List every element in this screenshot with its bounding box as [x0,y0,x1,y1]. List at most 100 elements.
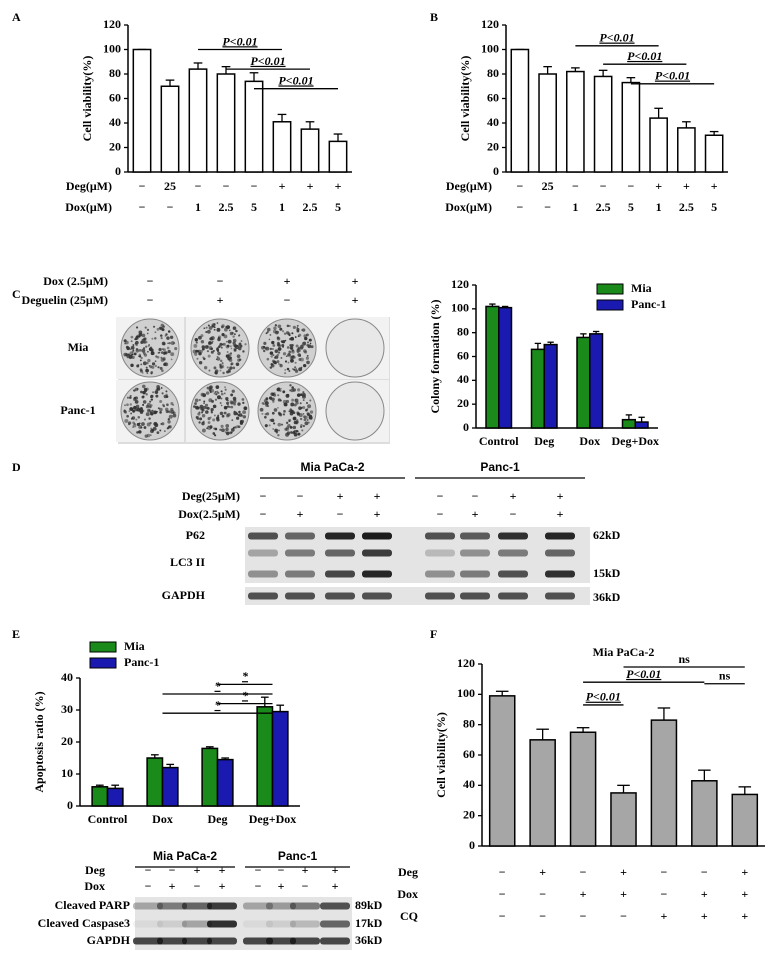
condition-value: − [516,200,523,214]
colony [151,337,154,340]
blot-band [157,937,187,945]
colony [272,360,277,364]
blot-band [285,532,315,540]
colony [210,411,214,414]
blot-band [362,549,392,557]
colony [163,362,167,367]
colony [161,369,164,372]
colony [217,416,220,419]
y-tick-label: 0 [115,164,121,178]
condition-label: CQ [400,909,418,923]
condition-value: + [580,887,587,901]
colony [210,407,214,412]
colony [272,400,275,403]
blot-band [545,549,575,557]
condition-value: − [580,865,587,879]
colony [166,346,170,350]
blot-band [362,592,392,600]
colony [195,341,198,344]
colony [136,422,140,426]
bar [300,128,320,173]
condition-label: Dox (2.5μM) [43,274,108,288]
colony [301,394,306,399]
colony [145,393,148,396]
colony [149,421,152,425]
colony [153,410,158,415]
condition-value: + [741,887,748,901]
colony [269,333,272,336]
bar [593,75,613,173]
blot-band [325,549,355,557]
legend-label: Mia [124,639,145,653]
x-tick-label: Control [88,812,128,826]
colony [167,330,171,333]
blot-band [498,592,528,600]
colony [302,399,305,401]
blot-band [320,920,350,928]
bar [510,48,530,173]
colony [216,322,219,324]
colony [154,364,158,368]
colony [226,366,229,369]
condition-label: Deg [85,863,105,877]
colony [306,419,309,421]
condition-value: + [284,274,291,288]
bar [529,739,556,847]
colony [139,359,142,362]
colony [193,405,196,408]
colony [287,361,290,364]
colony [228,406,231,409]
colony [133,397,137,401]
colony [219,363,222,366]
colony [225,325,228,328]
colony [153,422,157,426]
bar [106,787,124,807]
y-tick-label: 20 [61,734,73,748]
bar [650,719,678,847]
colony [229,400,233,404]
colony [143,387,148,392]
colony [216,357,221,361]
blot-strip [245,527,590,545]
colony [305,356,309,360]
y-tick-label: 40 [457,372,469,386]
colony [227,403,229,406]
y-tick-label: 60 [457,348,469,362]
colony [232,366,236,370]
colony [304,336,308,341]
condition-value: + [332,863,339,877]
colony [282,413,286,416]
colony [299,417,303,421]
colony [220,346,223,349]
colony [277,433,280,437]
row-label: Cleaved Caspase3 [38,916,130,930]
colony [225,424,230,428]
colony [166,403,169,407]
y-tick-label: 100 [457,686,475,700]
colony [296,329,300,333]
colony [236,416,240,420]
colony [271,340,275,345]
colony [202,405,206,409]
colony [211,324,214,327]
colony [212,404,217,409]
colony [159,327,164,331]
blot-band [425,570,455,578]
colony [282,352,287,356]
panel-label: B [430,10,438,24]
chart-title: Mia PaCa-2 [593,645,655,659]
colony [125,354,129,357]
colony [221,362,224,365]
colony [216,327,221,332]
colony [297,353,301,357]
bar [271,710,289,807]
colony [126,414,129,418]
colony [203,357,206,361]
colony [274,324,278,327]
colony [201,345,206,349]
blot-band [290,902,320,910]
colony [306,354,309,357]
colony [173,342,176,345]
colony [198,361,203,365]
colony [228,355,231,358]
